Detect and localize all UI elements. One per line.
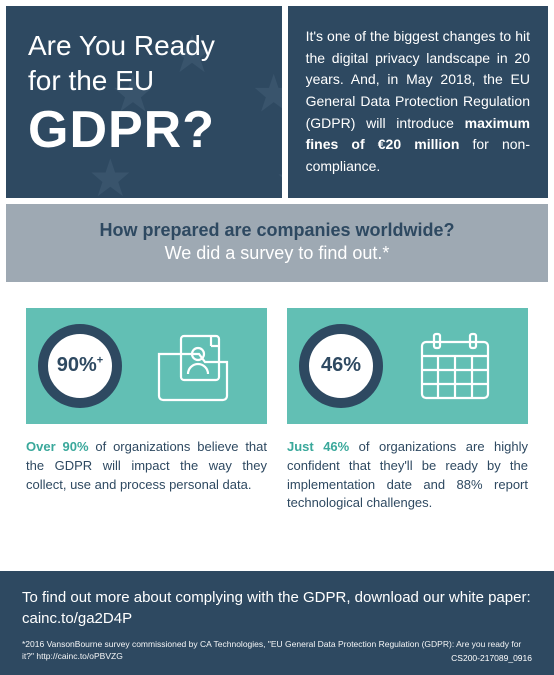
stat-value: 46% [321,354,361,376]
stat-highlight: Just 46% [287,439,349,454]
subheader-question: How prepared are companies worldwide? [16,220,538,241]
stat-card: 90%+ Over 90% of organizations believe t… [26,308,267,513]
hero-line3: GDPR? [28,101,215,159]
stat-circle: 46% [299,324,383,408]
folder-person-icon [132,328,255,404]
stat-top: 46% [287,308,528,424]
intro-panel: It's one of the biggest changes to hit t… [288,6,548,198]
stat-text: Over 90% of organizations believe that t… [26,438,267,495]
stat-card: 46% Just 46% of organizations are highly… [287,308,528,513]
hero-title: Are You Ready for the EU GDPR? [28,28,264,163]
subheader-sub: We did a survey to find out.* [16,243,538,264]
footer-panel: To find out more about complying with th… [0,571,554,675]
hero-line2: for the EU [28,65,154,96]
calendar-icon [393,328,516,404]
subheader-panel: How prepared are companies worldwide? We… [6,204,548,282]
stat-highlight: Over 90% [26,439,89,454]
stat-value: 90% [57,354,97,376]
hero-panel: Are You Ready for the EU GDPR? [6,6,282,198]
footer-code: CS200-217089_0916 [451,653,532,663]
stat-top: 90%+ [26,308,267,424]
stat-circle: 90%+ [38,324,122,408]
header-row: Are You Ready for the EU GDPR? It's one … [0,0,554,198]
footer-cta: To find out more about complying with th… [22,587,532,629]
stat-text: Just 46% of organizations are highly con… [287,438,528,513]
stat-sup: + [97,355,103,367]
hero-line1: Are You Ready [28,30,215,61]
stats-row: 90%+ Over 90% of organizations believe t… [0,282,554,523]
